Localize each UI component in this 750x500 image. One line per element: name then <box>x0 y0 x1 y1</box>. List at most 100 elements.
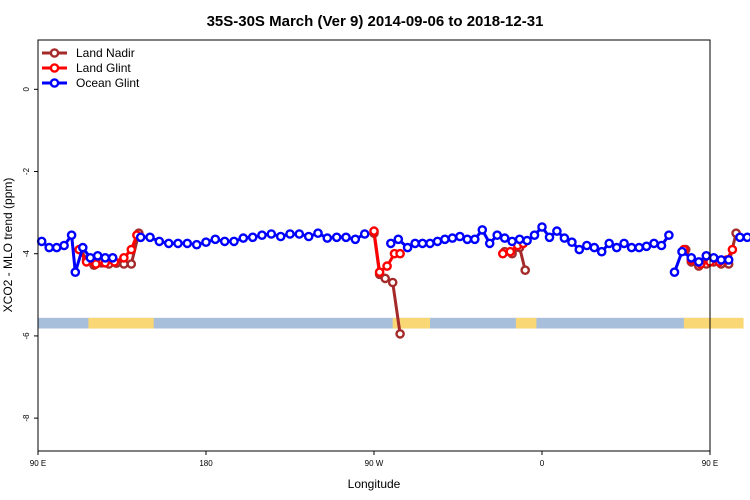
data-point <box>341 232 351 243</box>
data-point <box>708 252 719 263</box>
land-ocean-band <box>38 317 744 329</box>
data-point <box>727 244 738 255</box>
data-point <box>537 222 547 232</box>
data-point <box>529 230 540 240</box>
data-point <box>402 242 413 253</box>
x-tick-label: 90 E <box>30 459 46 468</box>
data-point <box>544 232 555 243</box>
data-point <box>219 236 230 247</box>
ocean-band <box>38 317 710 329</box>
data-point <box>477 225 488 235</box>
data-point <box>742 232 750 243</box>
data-point <box>229 236 239 247</box>
data-point <box>126 259 137 269</box>
land-band-segment <box>392 317 430 329</box>
data-point <box>393 234 404 245</box>
data-point <box>455 231 465 242</box>
data-point <box>559 233 570 243</box>
data-point <box>716 255 727 265</box>
legend-swatch-marker <box>49 78 60 88</box>
data-point <box>574 244 585 255</box>
data-point <box>380 273 391 284</box>
data-point <box>656 240 667 251</box>
data-point <box>51 242 62 253</box>
data-point <box>425 238 435 249</box>
data-point <box>469 234 480 245</box>
series-ocean-glint <box>36 222 750 278</box>
data-point <box>191 239 202 250</box>
chart-title: 35S-30S March (Ver 9) 2014-09-06 to 2018… <box>207 13 544 30</box>
data-point <box>350 234 361 245</box>
x-tick-label: 0 <box>540 459 545 468</box>
data-point <box>303 231 314 242</box>
data-point <box>107 252 118 263</box>
data-point <box>735 232 745 243</box>
data-point <box>85 252 96 263</box>
data-point <box>447 233 458 243</box>
land-band-segment <box>515 317 537 329</box>
data-point <box>266 229 277 239</box>
y-tick-label: 0 <box>22 87 31 92</box>
data-point <box>36 236 47 247</box>
data-point <box>100 252 110 263</box>
data-point <box>520 265 531 276</box>
data-point <box>382 261 392 271</box>
x-axis-label: Longitude <box>348 477 401 491</box>
data-point <box>440 234 450 245</box>
data-point <box>507 236 517 247</box>
data-point <box>395 248 405 259</box>
data-point <box>567 237 577 247</box>
data-point <box>126 244 137 255</box>
data-point <box>359 229 370 239</box>
data-point <box>119 252 129 263</box>
legend-label: Land Glint <box>76 61 131 75</box>
data-point <box>701 250 712 261</box>
data-point <box>649 238 659 249</box>
legend-label: Land Nadir <box>76 46 135 60</box>
data-point <box>417 238 428 249</box>
data-point <box>369 226 379 236</box>
data-point <box>154 236 165 247</box>
data-point <box>432 236 443 247</box>
x-tick-label: 180 <box>199 459 213 468</box>
data-point <box>686 252 697 263</box>
data-point <box>78 242 88 253</box>
data-point <box>626 242 637 253</box>
data-point <box>135 232 146 243</box>
data-point <box>313 228 323 238</box>
data-point <box>484 238 495 249</box>
data-point <box>694 257 704 267</box>
data-point <box>492 230 503 240</box>
data-point <box>505 246 516 257</box>
legend-label: Ocean Glint <box>76 76 140 90</box>
y-tick-label: -4 <box>22 250 31 258</box>
x-tick-label: 90 W <box>365 459 384 468</box>
data-point <box>201 237 211 247</box>
land-band-segment <box>88 317 154 329</box>
data-point <box>331 232 342 243</box>
data-point <box>294 229 305 239</box>
data-point <box>677 246 687 257</box>
data-point <box>210 234 221 245</box>
data-point <box>322 233 333 243</box>
data-point <box>522 235 532 246</box>
data-point <box>410 238 420 249</box>
data-point <box>395 329 405 339</box>
data-point <box>619 238 629 249</box>
data-point <box>182 238 193 249</box>
data-point <box>499 233 510 243</box>
y-tick-label: -6 <box>22 332 31 340</box>
legend-swatch-marker <box>49 63 60 73</box>
data-point <box>91 259 101 269</box>
data-point <box>385 238 396 249</box>
data-point <box>238 233 249 243</box>
land-band-segment <box>683 317 744 329</box>
data-point <box>641 241 652 252</box>
y-axis: 0 -2 -4 -6 -8 <box>22 87 38 422</box>
x-tick-label: 90 E <box>702 459 718 468</box>
y-axis-label: XCO2 - MLO trend (ppm) <box>1 178 15 313</box>
legend-item: Land Nadir <box>42 46 135 60</box>
data-point <box>92 250 103 261</box>
